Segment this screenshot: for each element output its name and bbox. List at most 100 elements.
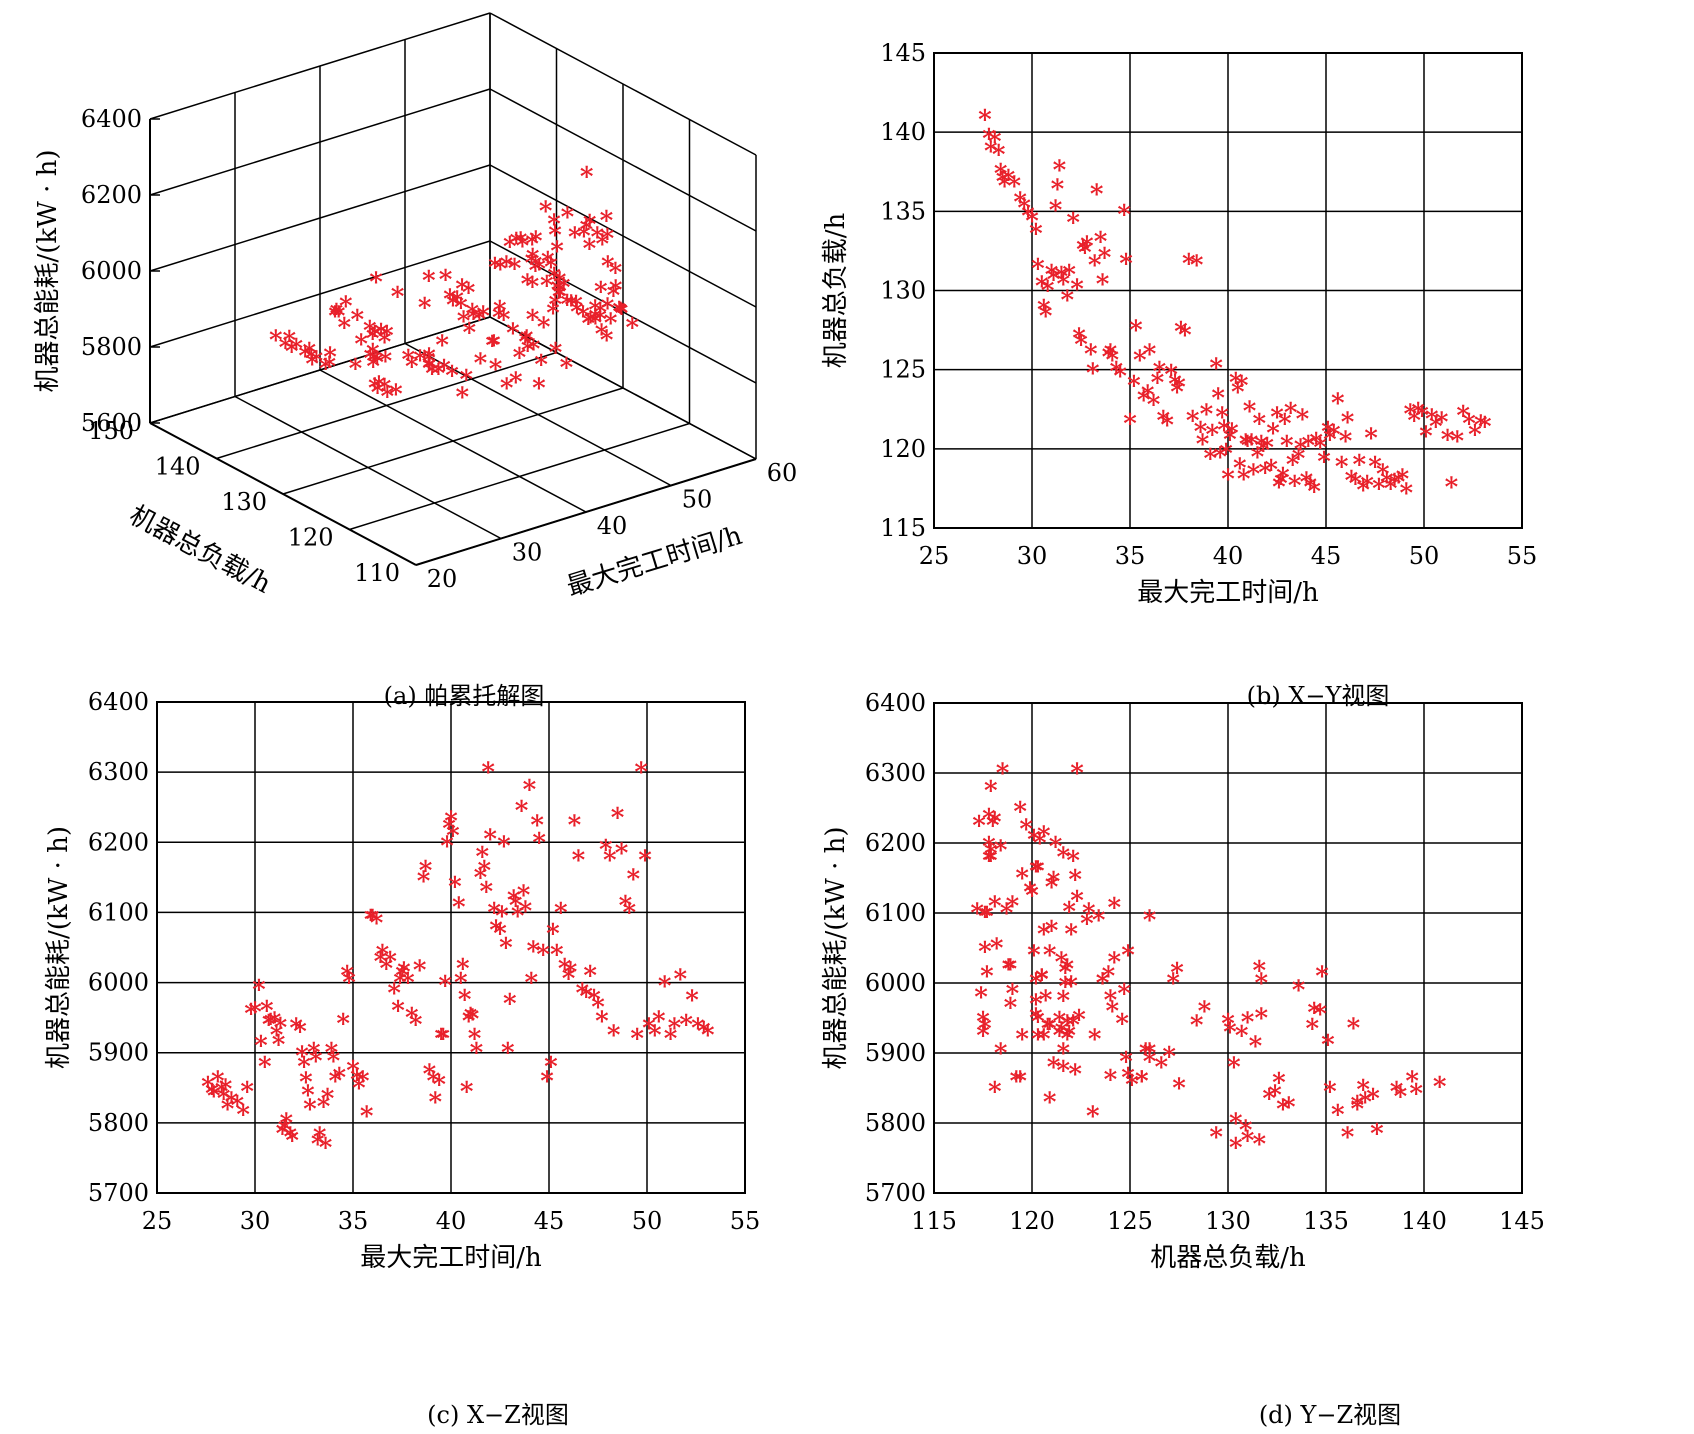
data-point: * [998,172,1012,202]
data-point: * [225,1088,239,1118]
x-tick-label: 20 [427,565,458,593]
data-point: * [387,979,401,1009]
data-point: * [1049,196,1063,226]
data-point: * [422,354,436,384]
data-point: * [340,962,354,992]
x-tick-label: 40 [1213,542,1244,570]
y-tick-label: 5800 [88,1109,149,1137]
data-point: * [532,828,546,858]
data-point: * [626,314,640,344]
data-point: * [1015,864,1029,894]
data-point: * [1409,1080,1423,1110]
x-tick-label: 25 [142,1207,173,1235]
data-point: * [262,1011,276,1041]
data-point: * [978,106,992,136]
data-point: * [1235,1022,1249,1052]
data-point: * [380,382,394,412]
data-point: * [551,276,565,306]
data-point: * [366,325,380,355]
data-point: * [1172,1074,1186,1104]
data-point: * [1045,873,1059,903]
caption-c: (c) X−Z视图 [427,1401,569,1429]
data-point: * [1307,998,1321,1028]
data-point: * [434,1025,448,1055]
y-tick-label: 6400 [88,688,149,716]
data-point: * [1304,473,1318,503]
data-point: * [514,228,528,258]
z-tick-label: 6200 [81,181,142,209]
side-wall-grid-line [489,164,757,308]
data-point: * [339,292,353,322]
z-tick-label: 6400 [81,105,142,133]
data-point: * [1190,251,1204,281]
data-point: * [674,965,688,995]
data-point: * [1462,410,1476,440]
data-point: * [982,125,996,155]
data-point: * [425,359,439,389]
data-point: * [466,1005,480,1035]
data-point: * [264,1009,278,1039]
data-point: * [432,360,446,390]
data-point: * [1053,156,1067,186]
data-point: * [553,268,567,298]
data-point: * [1270,403,1284,433]
data-point: * [547,264,561,294]
data-point: * [1129,316,1143,346]
data-point: * [1351,1095,1365,1125]
data-point: * [1360,471,1374,501]
data-point: * [1143,906,1157,936]
data-point: * [550,941,564,971]
data-point: * [274,1013,288,1043]
data-point: * [1349,470,1363,500]
data-point: * [417,867,431,897]
data-point: * [1300,468,1314,498]
data-point: * [604,309,618,339]
data-point: * [1170,959,1184,989]
data-point: * [609,276,623,306]
data-point: * [697,1018,711,1048]
data-point: * [1031,1008,1045,1038]
data-point: * [448,872,462,902]
back-wall-grid-line [149,88,491,196]
data-point: * [1174,318,1188,348]
z-axis-label: 机器总能耗/(kW · h) [33,149,63,392]
data-point: * [550,237,564,267]
data-point: * [1243,397,1257,427]
data-point: * [1088,251,1102,281]
data-point: * [1211,384,1225,414]
data-point: * [325,1039,339,1069]
data-point: * [1031,857,1045,887]
data-point: * [260,997,274,1027]
data-point: * [1255,969,1269,999]
data-point: * [1321,417,1335,447]
data-point: * [332,302,346,332]
data-point: * [303,1095,317,1125]
data-point: * [1060,286,1074,316]
data-point: * [701,1021,715,1051]
data-point: * [363,317,377,347]
data-point: * [236,1100,250,1130]
data-point: * [435,331,449,361]
data-point: * [1057,270,1071,300]
data-point: * [1084,340,1098,370]
data-point: * [1247,460,1261,490]
y-tick-label: 6100 [88,898,149,926]
data-point: * [380,955,394,985]
data-point: * [1151,368,1165,398]
data-point: * [1335,452,1349,482]
data-point: * [1170,378,1184,408]
data-point: * [1135,1067,1149,1097]
data-point: * [1433,1073,1447,1103]
data-point: * [526,272,540,302]
data-point: * [409,1011,423,1041]
data-point: * [546,299,560,329]
data-point: * [309,1047,323,1077]
data-point: * [1066,208,1080,238]
data-point: * [1429,413,1443,443]
data-point: * [988,808,1002,838]
data-point: * [327,1047,341,1077]
data-point: * [1390,1078,1404,1108]
data-point: * [1235,372,1249,402]
data-point: * [1323,425,1337,455]
data-point: * [1241,1127,1255,1157]
